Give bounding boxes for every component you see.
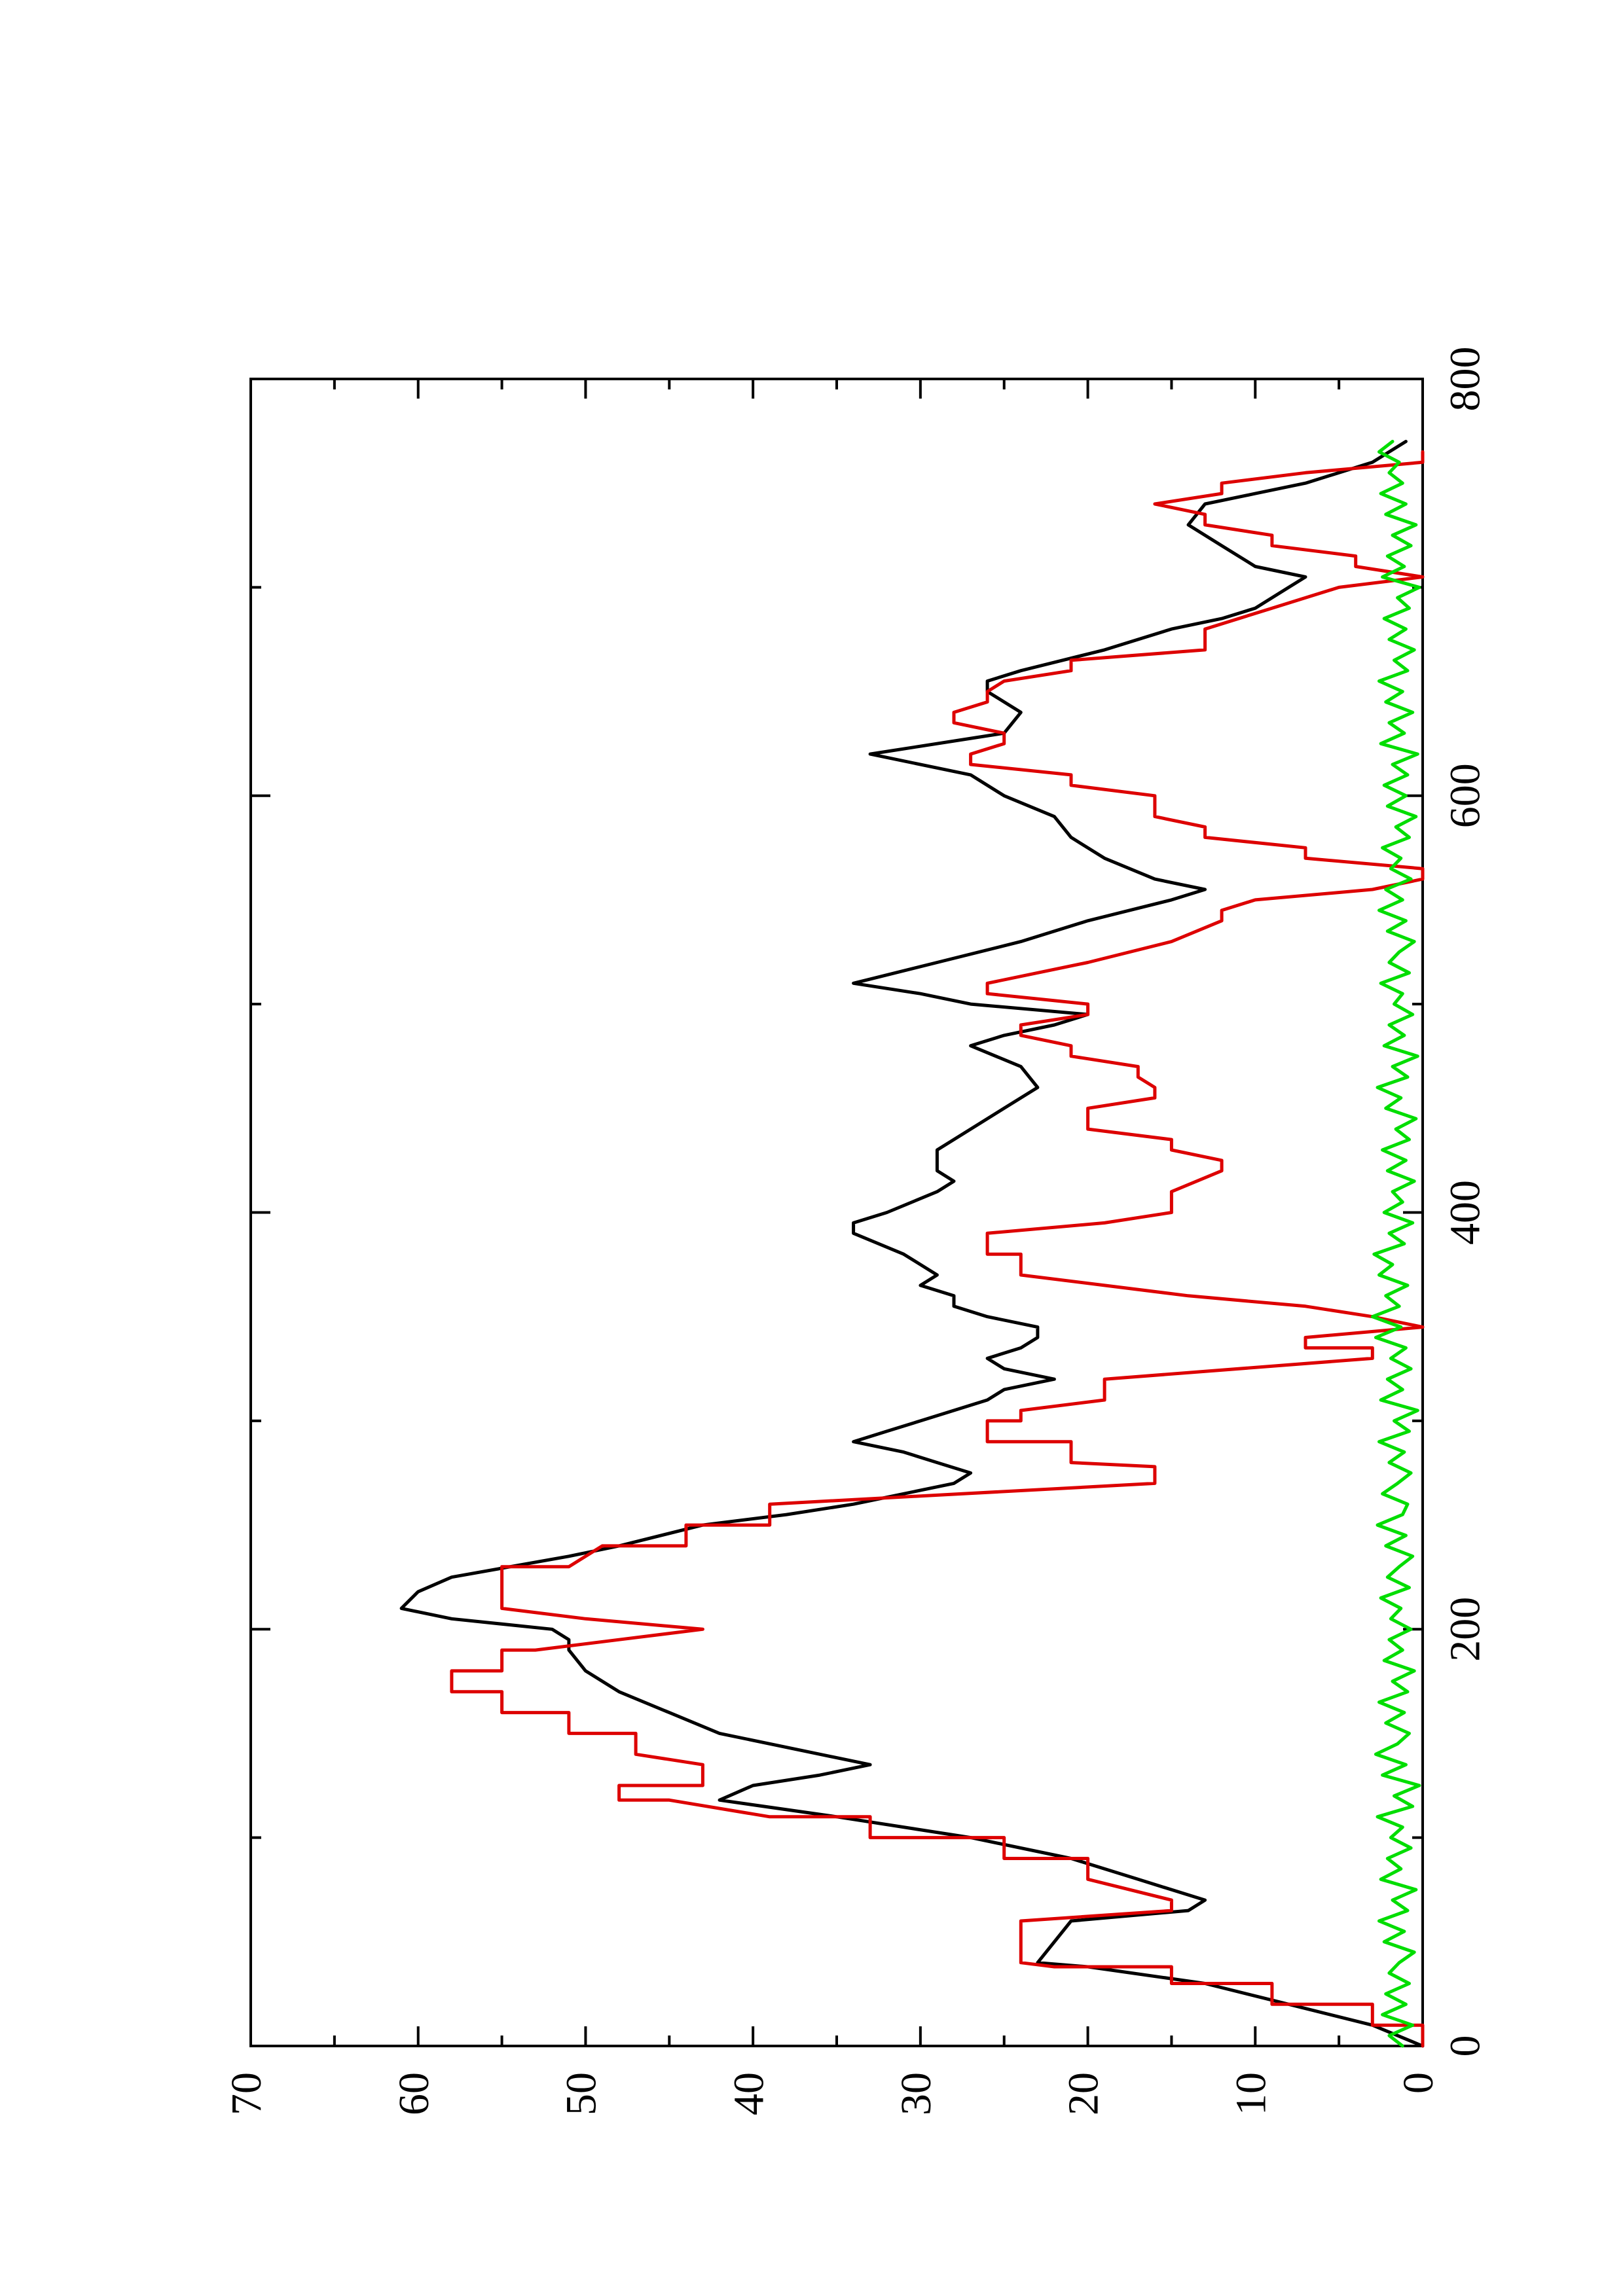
series-line-1	[399, 440, 1425, 2048]
plot-frame	[249, 378, 1424, 2047]
series-line-3	[1370, 440, 1421, 2048]
y-tick-label: 0	[1395, 2072, 1442, 2094]
x-tick-label: 600	[1441, 763, 1489, 828]
x-tick-label: 800	[1441, 347, 1489, 412]
series-lines	[399, 440, 1425, 2048]
y-tick-label: 50	[558, 2072, 606, 2115]
y-tick-label: 30	[892, 2072, 940, 2115]
y-tick-label: 40	[725, 2072, 773, 2115]
y-tick-label: 60	[390, 2072, 438, 2115]
y-tick-label: 70	[223, 2072, 270, 2115]
series-line-2	[450, 450, 1425, 2048]
y-tick-label: 10	[1227, 2072, 1275, 2115]
x-tick-label: 200	[1441, 1597, 1489, 1662]
axis-ticks	[249, 378, 1424, 2047]
tick-labels: 0 10 20 30 40 50 60 70 0 200 400 600 800	[223, 347, 1489, 2116]
y-tick-label: 20	[1060, 2072, 1108, 2115]
x-tick-label: 0	[1441, 2036, 1489, 2057]
x-tick-label: 400	[1441, 1180, 1489, 1245]
